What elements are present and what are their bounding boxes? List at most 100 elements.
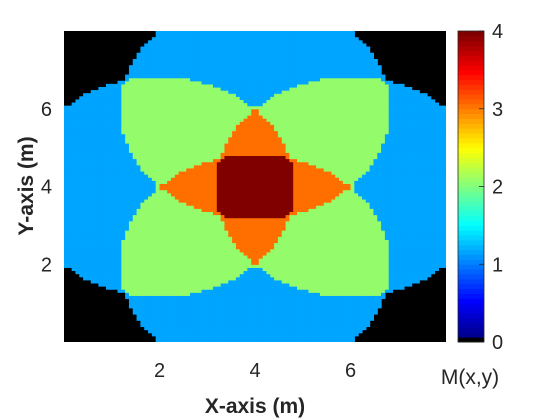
heatmap-cell <box>350 202 355 206</box>
heatmap-cell <box>346 326 352 331</box>
heatmap-cell <box>415 236 420 240</box>
heatmap-cell <box>316 267 321 272</box>
heatmap-cell <box>392 186 397 191</box>
heatmap-cell <box>109 267 115 272</box>
heatmap-cell <box>423 217 428 222</box>
heatmap-cell <box>155 195 161 200</box>
heatmap-cell <box>258 264 264 268</box>
heatmap-cell <box>426 167 432 172</box>
heatmap-cell <box>331 189 336 194</box>
heatmap-cell <box>178 211 184 216</box>
heatmap-cell <box>327 261 332 265</box>
heatmap-cell <box>174 208 180 212</box>
heatmap-cell <box>163 186 168 191</box>
heatmap-cell <box>415 170 420 175</box>
heatmap-cell <box>407 223 413 228</box>
heatmap-cell <box>297 236 302 240</box>
heatmap-cell <box>293 245 298 250</box>
heatmap-cell <box>159 338 164 342</box>
heatmap-cell <box>312 164 317 169</box>
heatmap-cell <box>98 161 103 166</box>
heatmap-cell <box>339 270 344 275</box>
heatmap-cell <box>403 220 409 225</box>
heatmap-cell <box>262 233 268 237</box>
heatmap-cell <box>285 208 290 212</box>
heatmap-cell <box>384 177 390 181</box>
heatmap-cell <box>94 186 99 191</box>
heatmap-cell <box>205 292 210 296</box>
heatmap-cell <box>174 217 180 222</box>
heatmap-cell <box>266 205 271 209</box>
heatmap-cell <box>384 286 390 290</box>
heatmap-cell <box>331 314 336 318</box>
heatmap-cell <box>224 211 229 216</box>
heatmap-cell <box>239 329 245 334</box>
heatmap-cell <box>255 226 260 231</box>
heatmap-cell <box>67 251 73 256</box>
heatmap-cell <box>285 282 290 287</box>
heatmap-cell <box>212 211 218 216</box>
heatmap-cell <box>350 167 355 172</box>
heatmap-cell <box>384 261 390 265</box>
heatmap-cell <box>190 304 195 309</box>
heatmap-cell <box>442 217 446 222</box>
heatmap-cell <box>128 295 134 300</box>
heatmap-cell <box>148 205 153 209</box>
heatmap-cell <box>235 295 241 300</box>
heatmap-cell <box>220 254 226 259</box>
heatmap-cell <box>316 217 321 222</box>
heatmap-cell <box>243 214 248 219</box>
heatmap-cell <box>193 258 199 262</box>
heatmap-cell <box>170 261 176 265</box>
heatmap-cell <box>403 195 409 200</box>
heatmap-cell <box>148 276 153 281</box>
heatmap-cell <box>128 273 134 278</box>
heatmap-cell <box>205 258 210 262</box>
heatmap-cell <box>285 320 290 324</box>
heatmap-cell <box>128 258 134 262</box>
heatmap-cell <box>319 301 325 306</box>
heatmap-cell <box>232 211 237 216</box>
heatmap-cell <box>274 282 279 287</box>
heatmap-cell <box>197 233 203 237</box>
heatmap-cell <box>327 236 332 240</box>
heatmap-cell <box>136 314 141 318</box>
heatmap-cell <box>392 286 397 290</box>
heatmap-cell <box>285 310 290 315</box>
heatmap-cell <box>423 189 428 194</box>
heatmap-cell <box>190 292 195 296</box>
heatmap-cell <box>270 258 275 262</box>
heatmap-cell <box>197 164 203 169</box>
heatmap-cell <box>346 282 352 287</box>
heatmap-cell <box>423 223 428 228</box>
heatmap-cell <box>388 202 394 206</box>
heatmap-cell <box>94 248 99 253</box>
heatmap-cell <box>140 214 145 219</box>
heatmap-cell <box>369 317 375 321</box>
heatmap-cell <box>438 192 443 197</box>
heatmap-cell <box>163 214 168 219</box>
heatmap-cell <box>384 180 390 184</box>
heatmap-cell <box>308 317 313 321</box>
heatmap-cell <box>312 304 317 309</box>
heatmap-cell <box>270 192 275 197</box>
heatmap-cell <box>201 295 206 300</box>
heatmap-cell <box>304 276 310 281</box>
heatmap-cell <box>388 233 394 237</box>
heatmap-cell <box>354 230 359 234</box>
heatmap-cell <box>423 258 428 262</box>
heatmap-cell <box>312 192 317 197</box>
heatmap-cell <box>79 217 84 222</box>
heatmap-cell <box>232 276 237 281</box>
heatmap-cell <box>281 202 287 206</box>
heatmap-cell <box>327 208 332 212</box>
heatmap-cell <box>373 242 378 247</box>
heatmap-cell <box>212 177 218 181</box>
heatmap-cell <box>423 167 428 172</box>
heatmap-cell <box>182 335 187 340</box>
heatmap-cell <box>258 226 264 231</box>
heatmap-cell <box>155 295 161 300</box>
heatmap-cell <box>224 189 229 194</box>
heatmap-cell <box>270 208 275 212</box>
heatmap-cell <box>232 174 237 178</box>
